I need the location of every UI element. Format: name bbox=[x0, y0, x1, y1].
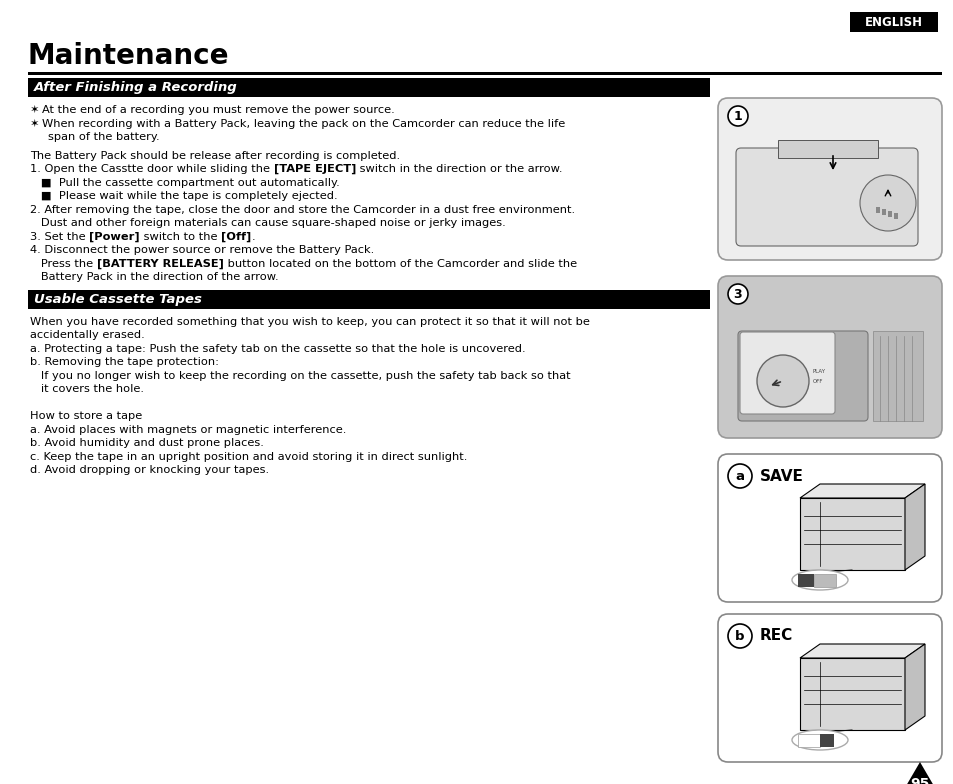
Text: Usable Cassette Tapes: Usable Cassette Tapes bbox=[34, 292, 202, 306]
Text: 3. Set the: 3. Set the bbox=[30, 231, 90, 241]
FancyBboxPatch shape bbox=[740, 332, 834, 414]
Text: 95: 95 bbox=[909, 777, 929, 784]
FancyBboxPatch shape bbox=[738, 331, 867, 421]
Bar bbox=[875, 207, 879, 213]
Polygon shape bbox=[904, 644, 924, 730]
Text: ✶: ✶ bbox=[30, 105, 39, 115]
Polygon shape bbox=[800, 484, 924, 498]
Polygon shape bbox=[800, 644, 924, 658]
Circle shape bbox=[727, 284, 747, 304]
Text: span of the battery.: span of the battery. bbox=[48, 132, 159, 142]
Text: When you have recorded something that you wish to keep, you can protect it so th: When you have recorded something that yo… bbox=[30, 317, 589, 326]
Text: Dust and other foreign materials can cause square-shaped noise or jerky images.: Dust and other foreign materials can cau… bbox=[30, 218, 505, 228]
Text: ■  Please wait while the tape is completely ejected.: ■ Please wait while the tape is complete… bbox=[30, 191, 337, 201]
Text: switch in the direction or the arrow.: switch in the direction or the arrow. bbox=[355, 164, 562, 174]
Circle shape bbox=[727, 106, 747, 126]
Bar bbox=[893, 213, 897, 219]
Circle shape bbox=[727, 624, 751, 648]
Text: OFF: OFF bbox=[812, 379, 822, 384]
Text: After Finishing a Recording: After Finishing a Recording bbox=[34, 81, 237, 94]
Bar bbox=[887, 211, 891, 217]
Text: ENGLISH: ENGLISH bbox=[864, 16, 923, 28]
Bar bbox=[813, 574, 835, 587]
Polygon shape bbox=[904, 484, 924, 570]
Text: d. Avoid dropping or knocking your tapes.: d. Avoid dropping or knocking your tapes… bbox=[30, 465, 269, 475]
Bar bbox=[797, 574, 813, 587]
Ellipse shape bbox=[791, 730, 847, 750]
Bar bbox=[872, 331, 923, 421]
FancyBboxPatch shape bbox=[718, 276, 941, 438]
Text: 1. Open the Casstte door while sliding the: 1. Open the Casstte door while sliding t… bbox=[30, 164, 274, 174]
Text: Maintenance: Maintenance bbox=[28, 42, 230, 70]
Text: ✶: ✶ bbox=[30, 118, 39, 129]
Bar bbox=[797, 734, 820, 747]
Text: ■  Pull the cassette compartment out automatically.: ■ Pull the cassette compartment out auto… bbox=[30, 177, 339, 187]
Circle shape bbox=[757, 355, 808, 407]
Polygon shape bbox=[898, 762, 940, 784]
Polygon shape bbox=[800, 498, 904, 570]
Text: switch to the: switch to the bbox=[140, 231, 221, 241]
Bar bbox=[820, 734, 833, 747]
Text: b. Removing the tape protection:: b. Removing the tape protection: bbox=[30, 357, 219, 367]
Text: [Power]: [Power] bbox=[90, 231, 140, 241]
Text: b: b bbox=[735, 630, 744, 643]
Bar bbox=[882, 209, 885, 215]
Text: 1: 1 bbox=[733, 110, 741, 122]
Text: When recording with a Battery Pack, leaving the pack on the Camcorder can reduce: When recording with a Battery Pack, leav… bbox=[42, 118, 565, 129]
Text: button located on the bottom of the Camcorder and slide the: button located on the bottom of the Camc… bbox=[223, 259, 577, 268]
Bar bbox=[28, 78, 709, 97]
Text: 3: 3 bbox=[733, 288, 741, 300]
Text: The Battery Pack should be release after recording is completed.: The Battery Pack should be release after… bbox=[30, 151, 399, 161]
Text: .: . bbox=[251, 231, 254, 241]
Circle shape bbox=[727, 464, 751, 488]
Text: How to store a tape: How to store a tape bbox=[30, 411, 142, 421]
Text: 2. After removing the tape, close the door and store the Camcorder in a dust fre: 2. After removing the tape, close the do… bbox=[30, 205, 575, 215]
Bar bbox=[28, 72, 941, 74]
Text: c. Keep the tape in an upright position and avoid storing it in direct sunlight.: c. Keep the tape in an upright position … bbox=[30, 452, 467, 462]
FancyBboxPatch shape bbox=[735, 148, 917, 246]
FancyBboxPatch shape bbox=[718, 98, 941, 260]
Bar bbox=[778, 140, 877, 158]
Text: At the end of a recording you must remove the power source.: At the end of a recording you must remov… bbox=[42, 105, 395, 115]
Text: SAVE: SAVE bbox=[760, 469, 803, 484]
Text: [TAPE EJECT]: [TAPE EJECT] bbox=[274, 164, 355, 174]
Text: [Off]: [Off] bbox=[221, 231, 251, 241]
Text: If you no longer wish to keep the recording on the cassette, push the safety tab: If you no longer wish to keep the record… bbox=[30, 371, 570, 380]
Polygon shape bbox=[800, 658, 904, 730]
Bar bbox=[28, 289, 709, 308]
Circle shape bbox=[859, 175, 915, 231]
Text: a. Protecting a tape: Push the safety tab on the cassette so that the hole is un: a. Protecting a tape: Push the safety ta… bbox=[30, 343, 525, 354]
FancyBboxPatch shape bbox=[718, 454, 941, 602]
Text: PLAY: PLAY bbox=[812, 369, 825, 374]
Ellipse shape bbox=[791, 570, 847, 590]
Text: accidentally erased.: accidentally erased. bbox=[30, 330, 145, 340]
FancyBboxPatch shape bbox=[718, 614, 941, 762]
Text: 4. Disconnect the power source or remove the Battery Pack.: 4. Disconnect the power source or remove… bbox=[30, 245, 374, 255]
Text: it covers the hole.: it covers the hole. bbox=[30, 384, 144, 394]
Text: REC: REC bbox=[760, 629, 792, 644]
Text: b. Avoid humidity and dust prone places.: b. Avoid humidity and dust prone places. bbox=[30, 438, 264, 448]
Text: a: a bbox=[735, 470, 743, 482]
Text: [BATTERY RELEASE]: [BATTERY RELEASE] bbox=[96, 259, 223, 269]
Bar bbox=[849, 12, 937, 32]
Text: a. Avoid places with magnets or magnetic interference.: a. Avoid places with magnets or magnetic… bbox=[30, 424, 346, 434]
Text: Battery Pack in the direction of the arrow.: Battery Pack in the direction of the arr… bbox=[30, 272, 278, 282]
Text: Press the: Press the bbox=[30, 259, 96, 268]
